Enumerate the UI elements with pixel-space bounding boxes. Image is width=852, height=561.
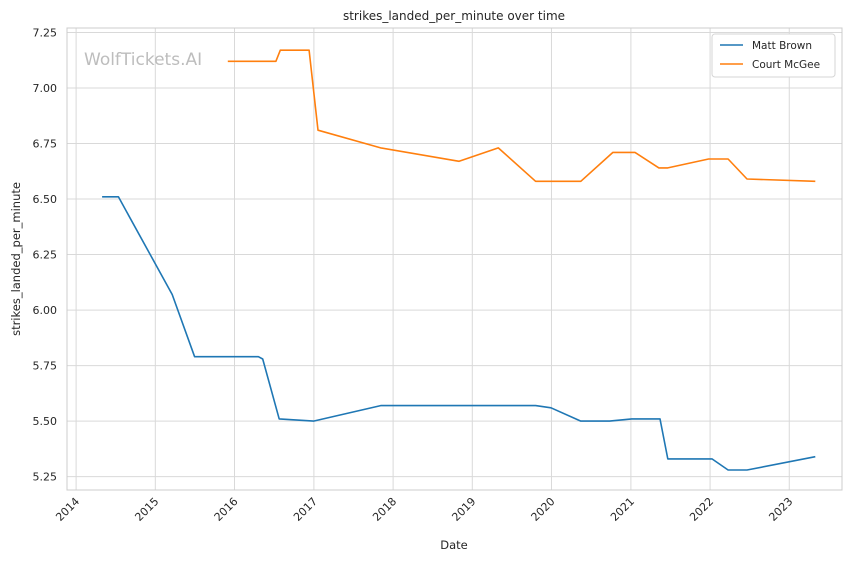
y-tick-label: 6.50 [33, 193, 58, 206]
watermark: WolfTickets.AI [84, 50, 202, 70]
y-tick-label: 6.75 [33, 138, 58, 151]
tick-labels: 2014 2015 2016 2017 2018 2019 2020 2021 2022 2023… [33, 26, 796, 523]
legend-label-matt-brown: Matt Brown [752, 40, 812, 52]
grid-lines [67, 28, 842, 490]
x-axis-title: Date [440, 538, 468, 552]
y-tick-label: 5.75 [33, 360, 58, 373]
y-tick-label: 6.00 [33, 304, 58, 317]
y-axis-title: strikes_landed_per_minute [9, 182, 23, 336]
legend-label-court-mcgee: Court McGee [752, 59, 820, 71]
plot-area-frame [66, 27, 843, 491]
y-tick-label: 7.00 [33, 82, 58, 95]
y-tick-label: 6.25 [33, 249, 58, 262]
series-line-court-mcgee [227, 49, 816, 183]
chart-title: strikes_landed_per_minute over time [343, 9, 565, 23]
series-line-matt-brown [102, 196, 816, 471]
y-tick-label: 7.25 [33, 26, 58, 39]
legend: Matt Brown Court McGee [711, 33, 836, 78]
y-tick-label: 5.25 [33, 471, 58, 484]
series-lines [102, 49, 816, 471]
y-tick-label: 5.50 [33, 415, 58, 428]
